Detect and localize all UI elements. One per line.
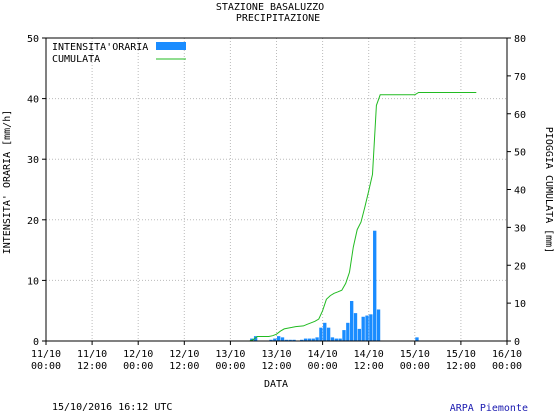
intensity-bar — [338, 338, 342, 341]
y-right-tick-label: 10 — [514, 299, 526, 310]
intensity-bar — [330, 337, 335, 341]
y-left-tick-label: 0 — [33, 337, 39, 348]
intensity-bar — [315, 337, 319, 341]
footer-timestamp: 15/10/2016 16:12 UTC — [52, 402, 173, 413]
y-left-tick-label: 40 — [27, 95, 39, 106]
x-tick-label-date: 13/10 — [261, 349, 291, 360]
x-tick-label-date: 15/10 — [400, 349, 430, 360]
tick-labels: 010203040500102030405060708011/1000:0011… — [27, 34, 526, 372]
y-right-tick-label: 0 — [514, 337, 520, 348]
cumulative-line-group — [249, 92, 477, 342]
intensity-bar — [326, 327, 331, 341]
intensity-bar — [311, 338, 315, 341]
intensity-bar — [277, 336, 281, 341]
intensity-bar — [361, 316, 365, 341]
legend-label-cumulative: CUMULATA — [52, 54, 100, 65]
y-right-tick-label: 40 — [514, 186, 526, 197]
x-tick-label-time: 00:00 — [123, 361, 153, 372]
legend: INTENSITA'ORARIA CUMULATA — [52, 42, 186, 65]
intensity-bar — [303, 338, 308, 341]
y-left-tick-label: 30 — [27, 155, 39, 166]
plot-frame — [45, 37, 508, 342]
intensity-bar — [292, 339, 296, 341]
x-axis-label: DATA — [264, 379, 288, 390]
x-tick-label-time: 12:00 — [354, 361, 384, 372]
footer-credit: ARPA Piemonte — [449, 403, 528, 414]
legend-label-intensity: INTENSITA'ORARIA — [52, 42, 148, 53]
legend-swatch-intensity — [156, 42, 186, 50]
x-tick-label-time: 00:00 — [492, 361, 522, 372]
intensity-bar — [365, 315, 369, 341]
intensity-bars — [250, 230, 419, 341]
y-left-tick-label: 10 — [27, 276, 39, 287]
y-left-tick-label: 50 — [27, 34, 39, 45]
intensity-bar — [253, 336, 258, 341]
y-right-tick-label: 20 — [514, 261, 526, 272]
x-tick-label-date: 11/10 — [31, 349, 61, 360]
x-tick-label-date: 14/10 — [308, 349, 338, 360]
y-right-tick-label: 80 — [514, 34, 526, 45]
x-tick-label-date: 15/10 — [446, 349, 476, 360]
x-tick-label-time: 00:00 — [308, 361, 338, 372]
intensity-bar — [273, 338, 277, 341]
intensity-bar — [300, 339, 304, 341]
x-tick-label-time: 12:00 — [446, 361, 476, 372]
x-tick-label-time: 12:00 — [169, 361, 199, 372]
intensity-bar — [349, 301, 354, 341]
intensity-bar — [334, 338, 338, 341]
x-tick-label-date: 12/10 — [169, 349, 199, 360]
x-tick-label-date: 11/10 — [77, 349, 107, 360]
x-tick-label-time: 12:00 — [261, 361, 291, 372]
grid — [46, 38, 507, 341]
x-tick-label-time: 00:00 — [31, 361, 61, 372]
axes — [42, 37, 511, 345]
intensity-bar — [280, 337, 285, 341]
y-right-tick-label: 60 — [514, 110, 526, 121]
intensity-bar — [319, 327, 323, 341]
intensity-bar — [369, 314, 373, 341]
x-tick-label-time: 00:00 — [215, 361, 245, 372]
intensity-bar — [357, 328, 362, 341]
y-right-tick-label: 50 — [514, 148, 526, 159]
intensity-bar — [269, 339, 273, 341]
intensity-bar — [323, 322, 327, 341]
y-right-tick-label: 30 — [514, 223, 526, 234]
intensity-bar — [415, 337, 419, 341]
intensity-bar — [284, 339, 289, 341]
y-axis-left-label: INTENSITA' ORARIA [mm/h] — [2, 110, 13, 255]
intensity-bar — [307, 338, 312, 341]
x-tick-label-date: 14/10 — [354, 349, 384, 360]
chart-title: STAZIONE BASALUZZO — [216, 2, 324, 13]
x-tick-label-date: 12/10 — [123, 349, 153, 360]
x-tick-label-time: 00:00 — [400, 361, 430, 372]
x-tick-label-date: 13/10 — [215, 349, 245, 360]
x-tick-label-date: 16/10 — [492, 349, 522, 360]
intensity-bar — [353, 313, 358, 341]
intensity-bar — [346, 322, 350, 341]
chart-subtitle: PRECIPITAZIONE — [236, 13, 320, 24]
cumulative-line — [249, 92, 477, 342]
intensity-bar — [342, 330, 346, 341]
intensity-bar — [288, 339, 292, 341]
intensity-bar — [376, 309, 381, 341]
y-left-tick-label: 20 — [27, 216, 39, 227]
y-right-tick-label: 70 — [514, 72, 526, 83]
x-tick-label-time: 12:00 — [77, 361, 107, 372]
intensity-bar — [373, 230, 377, 341]
y-axis-right-label: PIOGGIA CUMULATA [mm] — [543, 127, 554, 253]
